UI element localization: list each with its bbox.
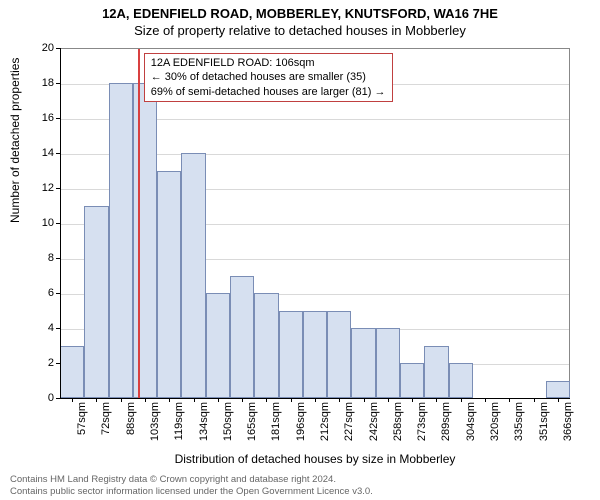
y-tick-mark [56,83,60,84]
y-tick-label: 18 [0,77,54,89]
y-tick-label: 14 [0,147,54,159]
x-tick-mark [339,398,340,402]
histogram-bar [546,381,570,399]
histogram-bar [230,276,254,399]
x-tick-mark [509,398,510,402]
y-tick-mark [56,188,60,189]
x-tick-mark [364,398,365,402]
x-tick-label: 273sqm [416,402,428,441]
x-tick-mark [291,398,292,402]
y-tick-label: 20 [0,42,54,54]
y-tick-mark [56,153,60,154]
x-tick-mark [412,398,413,402]
footer-attribution: Contains HM Land Registry data © Crown c… [10,474,373,498]
x-tick-mark [169,398,170,402]
x-tick-label: 366sqm [562,402,574,441]
x-tick-label: 227sqm [343,402,355,441]
y-tick-mark [56,118,60,119]
x-tick-label: 88sqm [125,402,137,435]
histogram-bar [206,293,230,398]
x-tick-label: 165sqm [246,402,258,441]
y-tick-label: 8 [0,252,54,264]
histogram-bar [376,328,400,398]
histogram-bar [60,346,84,399]
y-tick-label: 10 [0,217,54,229]
x-tick-label: 57sqm [76,402,88,435]
x-tick-mark [558,398,559,402]
x-tick-label: 351sqm [538,402,550,441]
x-tick-mark [461,398,462,402]
histogram-bar [351,328,375,398]
y-tick-label: 12 [0,182,54,194]
footer-line: Contains public sector information licen… [10,486,373,498]
histogram-bar [279,311,303,399]
x-tick-label: 72sqm [100,402,112,435]
x-tick-mark [436,398,437,402]
histogram-bar [181,153,205,398]
y-tick-label: 16 [0,112,54,124]
footer-line: Contains HM Land Registry data © Crown c… [10,474,373,486]
y-tick-mark [56,293,60,294]
y-tick-mark [56,223,60,224]
x-tick-label: 150sqm [222,402,234,441]
x-tick-mark [145,398,146,402]
x-tick-label: 181sqm [270,402,282,441]
chart-subtitle: Size of property relative to detached ho… [0,21,600,38]
y-axis-line [60,48,61,398]
x-tick-label: 134sqm [198,402,210,441]
x-tick-mark [485,398,486,402]
x-tick-label: 119sqm [173,402,185,440]
histogram-bar [449,363,473,398]
x-tick-mark [242,398,243,402]
histogram-bar [157,171,181,399]
annotation-line: ← 30% of detached houses are smaller (35… [151,70,386,84]
histogram-bar [133,83,157,398]
x-tick-label: 212sqm [319,402,331,441]
y-tick-mark [56,398,60,399]
x-tick-mark [388,398,389,402]
y-tick-mark [56,48,60,49]
histogram-bar [327,311,351,399]
x-tick-label: 320sqm [489,402,501,441]
annotation-box: 12A EDENFIELD ROAD: 106sqm← 30% of detac… [144,53,393,102]
y-tick-label: 6 [0,287,54,299]
x-tick-mark [121,398,122,402]
x-tick-label: 196sqm [295,402,307,441]
chart-container: 12A, EDENFIELD ROAD, MOBBERLEY, KNUTSFOR… [0,0,600,500]
x-tick-mark [194,398,195,402]
histogram-bar [303,311,327,399]
histogram-bar [424,346,448,399]
y-tick-label: 0 [0,392,54,404]
y-tick-label: 2 [0,357,54,369]
x-tick-mark [266,398,267,402]
y-tick-mark [56,328,60,329]
histogram-bar [400,363,424,398]
x-tick-label: 335sqm [513,402,525,441]
reference-line [138,49,140,398]
x-tick-label: 258sqm [392,402,404,441]
y-tick-label: 4 [0,322,54,334]
x-tick-label: 103sqm [149,402,161,441]
y-tick-mark [56,258,60,259]
x-axis-label: Distribution of detached houses by size … [60,452,570,466]
x-tick-mark [96,398,97,402]
x-tick-label: 242sqm [368,402,380,441]
histogram-bar [254,293,278,398]
x-tick-label: 289sqm [440,402,452,441]
x-tick-mark [315,398,316,402]
plot-area: 12A EDENFIELD ROAD: 106sqm← 30% of detac… [60,48,570,398]
histogram-bar [84,206,108,399]
x-tick-mark [72,398,73,402]
chart-title: 12A, EDENFIELD ROAD, MOBBERLEY, KNUTSFOR… [0,0,600,21]
y-tick-mark [56,363,60,364]
x-tick-mark [218,398,219,402]
annotation-line: 12A EDENFIELD ROAD: 106sqm [151,56,386,70]
annotation-line: 69% of semi-detached houses are larger (… [151,85,386,99]
x-tick-label: 304sqm [465,402,477,441]
x-tick-mark [534,398,535,402]
histogram-bar [109,83,133,398]
